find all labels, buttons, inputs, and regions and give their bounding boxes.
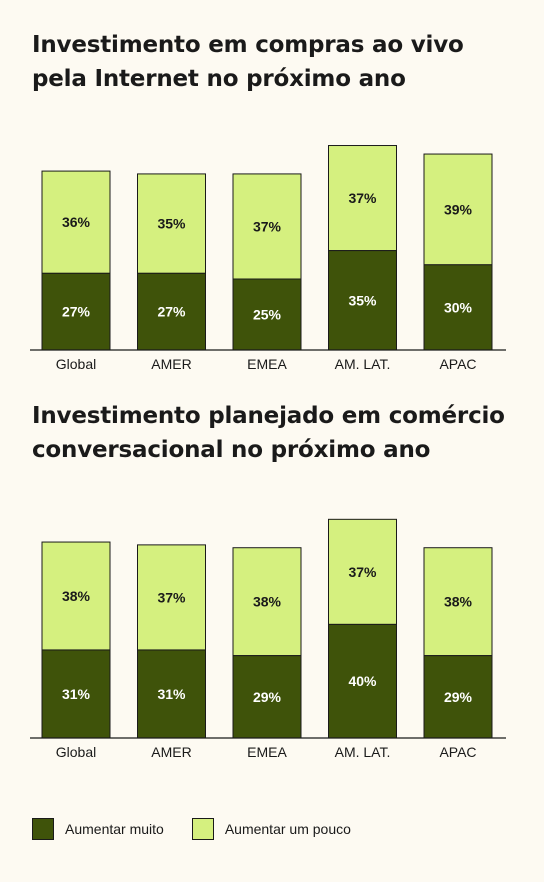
data-label-dark: 25%: [253, 307, 282, 323]
bar-increase-a-little: [137, 173, 206, 274]
bar-group-1: 35% 27%: [137, 173, 206, 351]
data-label-light: 35%: [157, 216, 186, 232]
data-label-dark: 40%: [348, 673, 377, 689]
bar-group-2: 38% 29%: [232, 547, 302, 739]
bar-increase-a-lot: [328, 250, 397, 351]
data-label-light: 38%: [253, 594, 282, 610]
data-label-dark: 29%: [444, 689, 473, 705]
category-label: Global: [56, 356, 96, 372]
bar-increase-a-lot: [232, 278, 302, 351]
category-label: AM. LAT.: [335, 744, 391, 760]
bar-increase-a-lot: [423, 264, 493, 351]
data-label-light: 36%: [62, 214, 91, 230]
data-label-dark: 30%: [444, 299, 473, 315]
data-label-dark: 31%: [62, 686, 91, 702]
bar-increase-a-lot: [41, 272, 111, 351]
bar-group-1: 37% 31%: [137, 544, 206, 739]
bar-increase-a-lot: [137, 649, 206, 739]
bar-increase-a-little: [137, 544, 206, 651]
data-label-light: 39%: [444, 201, 473, 217]
data-label-light: 37%: [348, 564, 377, 580]
data-label-light: 38%: [444, 594, 473, 610]
bar-increase-a-little: [41, 541, 111, 651]
category-label: APAC: [439, 356, 476, 372]
legend-swatch-dark: [32, 818, 54, 840]
chart-title-live-shopping: Investimento em compras ao vivo pela Int…: [32, 32, 464, 92]
bar-group-4: 39% 30%: [423, 153, 493, 351]
bar-increase-a-little: [232, 547, 302, 657]
bar-group-0: 36% 27%: [41, 170, 111, 351]
data-label-dark: 27%: [62, 304, 91, 320]
conversational-commerce-chart: 38% 31% Global 37% 31% AMER 38% 29% EMEA 37% 40% AM…: [30, 518, 506, 760]
legend-label: Aumentar muito: [65, 821, 164, 837]
live-shopping-chart: 36% 27% Global 35% 27% AMER 37% 25% EMEA 37% 35% AM…: [30, 145, 506, 372]
legend-label: Aumentar um pouco: [224, 821, 351, 837]
category-label: Global: [56, 744, 96, 760]
bar-increase-a-lot: [328, 623, 397, 739]
data-label-dark: 31%: [157, 686, 186, 702]
bar-increase-a-lot: [41, 649, 111, 739]
category-label: EMEA: [247, 744, 287, 760]
category-label: AM. LAT.: [335, 356, 391, 372]
data-label-dark: 27%: [157, 304, 186, 320]
bar-increase-a-lot: [137, 272, 206, 351]
data-label-light: 38%: [62, 588, 91, 604]
legend-swatch-light: [191, 818, 214, 840]
bar-group-3: 37% 35%: [328, 145, 397, 351]
chart-title-conversational-commerce: Investimento planejado em comércio conve…: [32, 403, 505, 463]
bar-increase-a-little: [41, 170, 111, 274]
bar-group-0: 38% 31%: [41, 541, 111, 739]
category-label: EMEA: [247, 356, 287, 372]
bar-increase-a-little: [232, 173, 302, 280]
bar-group-3: 37% 40%: [328, 518, 397, 739]
bar-group-4: 38% 29%: [423, 547, 493, 739]
legend-item-increase-a-lot: Aumentar muito: [32, 818, 164, 840]
bar-increase-a-little: [423, 547, 493, 657]
legend: Aumentar muito Aumentar um pouco: [32, 818, 379, 840]
legend-item-increase-a-little: Aumentar um pouco: [191, 818, 351, 840]
data-label-dark: 29%: [253, 689, 282, 705]
bar-group-2: 37% 25%: [232, 173, 302, 351]
category-label: AMER: [151, 356, 191, 372]
data-label-dark: 35%: [348, 292, 377, 308]
category-label: APAC: [439, 744, 476, 760]
data-label-light: 37%: [348, 190, 377, 206]
data-label-light: 37%: [253, 218, 282, 234]
data-label-light: 37%: [157, 589, 186, 605]
category-label: AMER: [151, 744, 191, 760]
